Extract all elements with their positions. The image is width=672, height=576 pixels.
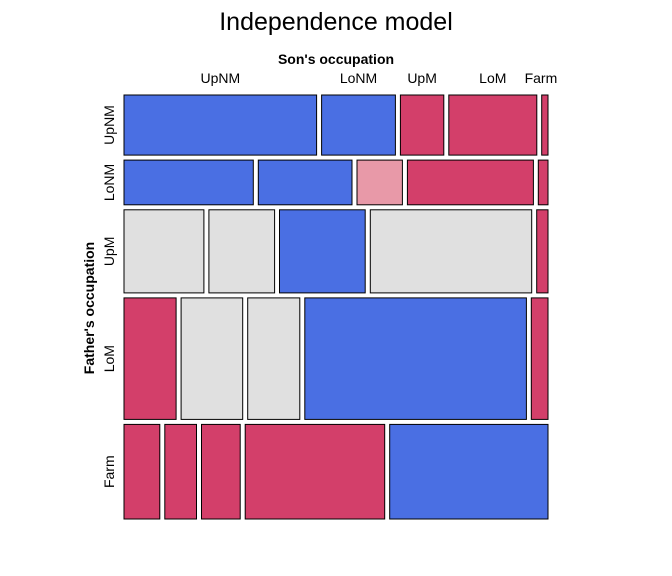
column-axis-title: Son's occupation: [278, 51, 394, 67]
tile-farm-lom: [244, 423, 386, 520]
tile-upm-upnm: [123, 209, 205, 294]
tile-upm-lom: [369, 209, 533, 294]
column-tick-labels: UpNM LoNM UpM LoM Farm: [200, 70, 557, 86]
tile-upm-upm: [279, 209, 366, 294]
row-tick-lonm: LoNM: [101, 164, 117, 201]
chart-title: Independence model: [219, 8, 453, 36]
tile-lom-farm: [530, 297, 549, 420]
tile-lom-lonm: [180, 297, 244, 420]
row-tick-farm: Farm: [101, 455, 117, 488]
column-tick-lonm: LoNM: [340, 70, 377, 86]
tile-farm-farm: [389, 423, 549, 520]
tile-upm-farm: [536, 209, 549, 294]
tile-upnm-lonm: [321, 94, 396, 156]
tile-farm-lonm: [164, 423, 198, 520]
tile-upm-lonm: [208, 209, 276, 294]
row-tick-labels: UpNM LoNM UpM LoM Farm: [101, 105, 117, 488]
row-tick-upnm: UpNM: [101, 105, 117, 145]
tile-lonm-upnm: [123, 159, 254, 206]
tile-upnm-farm: [541, 94, 549, 156]
tile-lom-upnm: [123, 297, 177, 420]
tile-lonm-lonm: [257, 159, 353, 206]
tile-upnm-upnm: [123, 94, 318, 156]
tile-upnm-upm: [399, 94, 445, 156]
tile-lonm-farm: [537, 159, 549, 206]
tile-farm-upnm: [123, 423, 161, 520]
row-axis-title: Father's occupation: [81, 242, 97, 374]
tile-farm-upm: [201, 423, 241, 520]
column-tick-upnm: UpNM: [200, 70, 240, 86]
tile-lom-lom: [304, 297, 527, 420]
tiles-group: [123, 94, 549, 520]
row-tick-lom: LoM: [101, 345, 117, 372]
tile-lonm-upm: [356, 159, 403, 206]
tile-lom-upm: [247, 297, 301, 420]
column-tick-upm: UpM: [407, 70, 437, 86]
column-tick-farm: Farm: [525, 70, 558, 86]
tile-lonm-lom: [406, 159, 534, 206]
column-tick-lom: LoM: [479, 70, 506, 86]
tile-upnm-lom: [448, 94, 538, 156]
row-tick-upm: UpM: [101, 237, 117, 267]
